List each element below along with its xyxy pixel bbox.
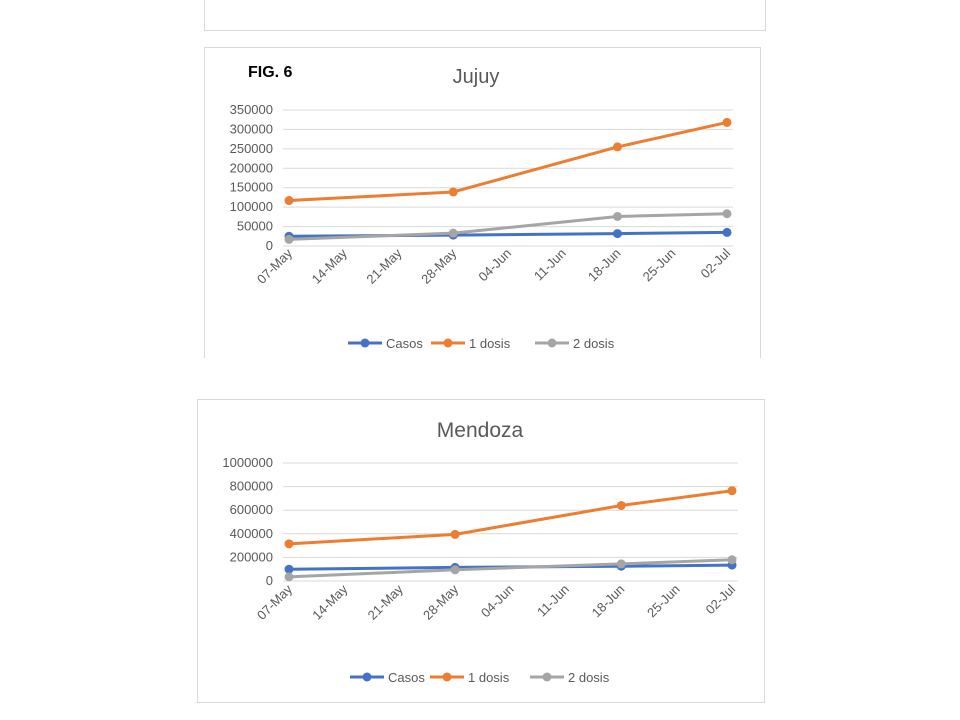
jujuy-chart-frame [204, 47, 761, 358]
previous-chart-frame [204, 0, 766, 31]
figure-label: FIG. 6 [248, 64, 293, 81]
mendoza-chart-frame [197, 399, 765, 703]
